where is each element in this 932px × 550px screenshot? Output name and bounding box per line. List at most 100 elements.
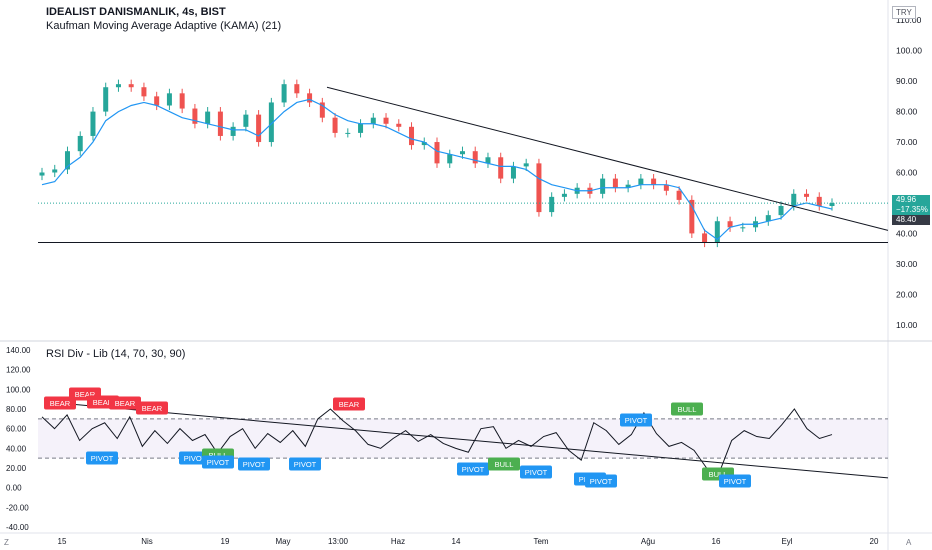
candle-body [689,199,695,234]
pivot-signal-label [289,457,321,471]
pivot-signal-text: PIVOT [625,416,648,425]
pivot-signal-text: PIVOT [243,460,266,469]
candle-body [625,184,631,188]
rsi-tick-label: 140.00 [6,346,31,355]
pivot-signal-label [86,451,118,465]
candle-body [166,93,172,106]
pivot-signal-text: PIVOT [590,477,613,486]
pivot-signal-label [719,474,751,488]
time-tick-label: 19 [221,537,230,546]
pivot-signal-text: PIVOT [294,460,317,469]
price-tick-label: 40.00 [896,228,918,238]
rsi-indicator-label[interactable]: RSI Div - Lib (14, 70, 30, 90) [46,348,186,360]
candle-body [396,123,402,127]
pivot-signal-label [238,457,270,471]
bear-signal-text: BEAR [339,400,360,409]
rsi-tick-label: 40.00 [6,444,27,453]
candle-body [612,178,618,188]
zoom-toggle[interactable]: Z [4,538,9,547]
last-price-tag: 49.96 −17.35% [892,195,930,215]
candle-body [90,111,96,136]
bear-signal-text: BEAR [50,399,71,408]
candle-body [52,169,58,173]
currency-badge[interactable]: TRY [892,6,916,19]
candle-body [510,166,516,179]
rsi-tick-label: 100.00 [6,385,31,394]
candle-body [370,117,376,124]
candle-body [523,163,529,167]
time-tick-label: 15 [58,537,67,546]
candle-body [727,221,733,228]
symbol-title: IDEALIST DANISMANLIK, 4s, BIST [46,6,226,18]
pivot-signal-text: PIVOT [724,477,747,486]
pivot-signal-label [620,413,652,427]
candle-body [115,84,121,88]
bear-signal-text: BEAR [93,398,114,407]
rsi-band [38,418,888,459]
candle-body [740,227,746,229]
rsi-tick-label: 20.00 [6,464,27,473]
pivot-signal-text: PIVOT [91,454,114,463]
candle-body [434,142,440,164]
candle-body [319,102,325,118]
bear-signal-label [44,396,76,410]
bull-signal-label [671,402,703,416]
time-tick-label: Eyl [781,537,792,546]
candle-body [141,87,147,97]
time-tick-label: Tem [533,537,548,546]
candle-body [268,102,274,143]
candle-body [77,135,83,152]
pivot-signal-text: PIVOT [525,468,548,477]
candle-body [485,157,491,164]
candle-body [816,196,822,206]
candle-body [549,196,555,213]
auto-scale-toggle[interactable]: A [906,538,912,547]
time-tick-label: Nis [141,537,153,546]
candle-body [205,111,211,124]
rsi-tick-label: 0.00 [6,484,22,493]
price-tick-label: 110.00 [896,15,922,25]
pivot-signal-text: PIVOT [462,465,485,474]
rsi-tick-label: 60.00 [6,425,27,434]
candle-body [154,96,160,106]
bull-signal-label [488,457,520,471]
pivot-signal-label [520,465,552,479]
time-tick-label: Ağu [641,537,655,546]
price-tick-label: 60.00 [896,168,918,178]
kama-line [41,98,833,241]
candle-body [281,84,287,103]
candle-body [409,126,415,146]
pivot-signal-label [585,474,617,488]
time-tick-label: 13:00 [328,537,349,546]
candle-body [829,202,835,206]
kama-value-tag: 48.40 [892,215,930,225]
price-tick-label: 30.00 [896,259,918,269]
candle-body [765,215,771,222]
price-tick-label: 70.00 [896,137,918,147]
candle-body [39,172,45,176]
price-change: −17.35% [896,205,928,214]
bear-signal-label [109,396,141,410]
price-tick-label: 20.00 [896,289,918,299]
candle-body [192,108,198,124]
kama-indicator-label[interactable]: Kaufman Moving Average Adaptive (KAMA) (… [46,20,282,32]
bear-signal-label [136,401,168,415]
pivot-signal-label [202,455,234,469]
rsi-tick-label: 80.00 [6,405,27,414]
bear-signal-text: BEAR [142,404,163,413]
candle-body [651,178,657,185]
candle-body [358,123,364,133]
candle-body [332,117,338,133]
bear-signal-text: BEAR [75,390,96,399]
candle-body [663,184,669,191]
candle-body [294,84,300,94]
candle-body [804,193,810,197]
candle-body [307,93,313,103]
candle-body [498,157,504,179]
candle-body [778,206,784,216]
candle-body [638,178,644,185]
candle-body [472,151,478,164]
candle-body [702,233,708,243]
price-tick-label: 10.00 [896,320,918,330]
